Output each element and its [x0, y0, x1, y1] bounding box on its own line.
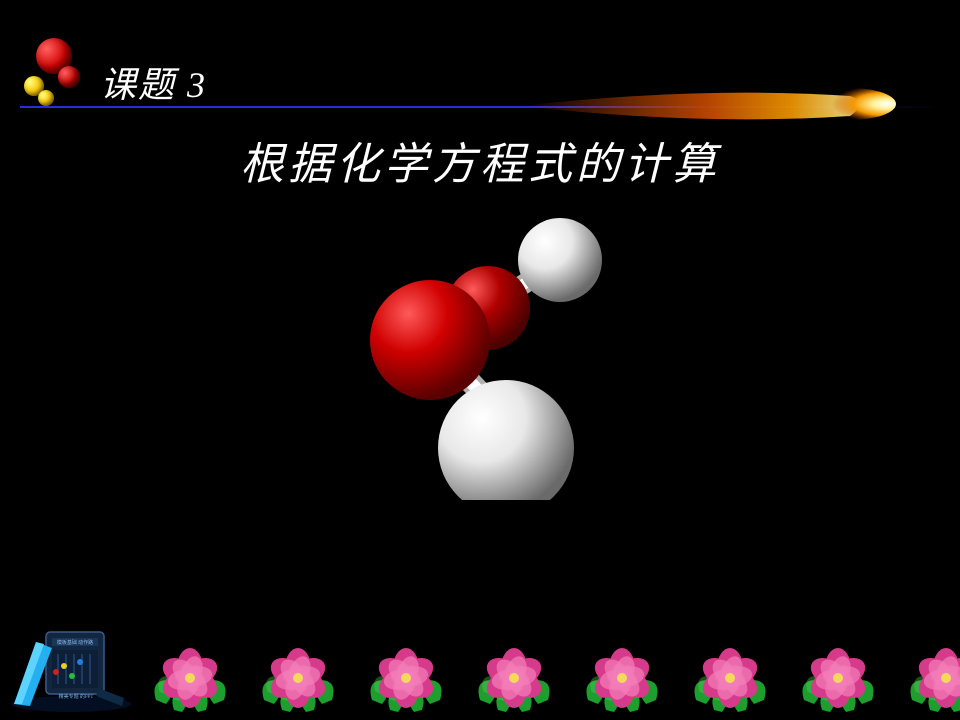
atom-white-bottom [438, 380, 574, 500]
rose-icon [150, 640, 230, 714]
rose-icon [258, 640, 338, 714]
rose-icon [906, 640, 960, 714]
lesson-label: 课题 3 [100, 56, 207, 108]
rose-icon [474, 640, 554, 714]
flower-border [150, 636, 960, 714]
rose-icon [798, 640, 878, 714]
header-molecule-icon [18, 38, 88, 108]
molecule-illustration [310, 210, 650, 500]
atom-red-front [370, 280, 490, 400]
svg-text:精美专题 的PPT: 精美专题 的PPT [59, 693, 94, 700]
rose-icon [690, 640, 770, 714]
rose-icon [582, 640, 662, 714]
corner-device-icon: 模板基础 动作路 精美专题 的PPT [6, 614, 136, 714]
svg-text:模板基础 动作路: 模板基础 动作路 [57, 639, 93, 646]
page-title: 根据化学方程式的计算 [0, 128, 960, 192]
atom-white-top [518, 218, 602, 302]
rose-icon [366, 640, 446, 714]
header-divider [20, 106, 940, 108]
